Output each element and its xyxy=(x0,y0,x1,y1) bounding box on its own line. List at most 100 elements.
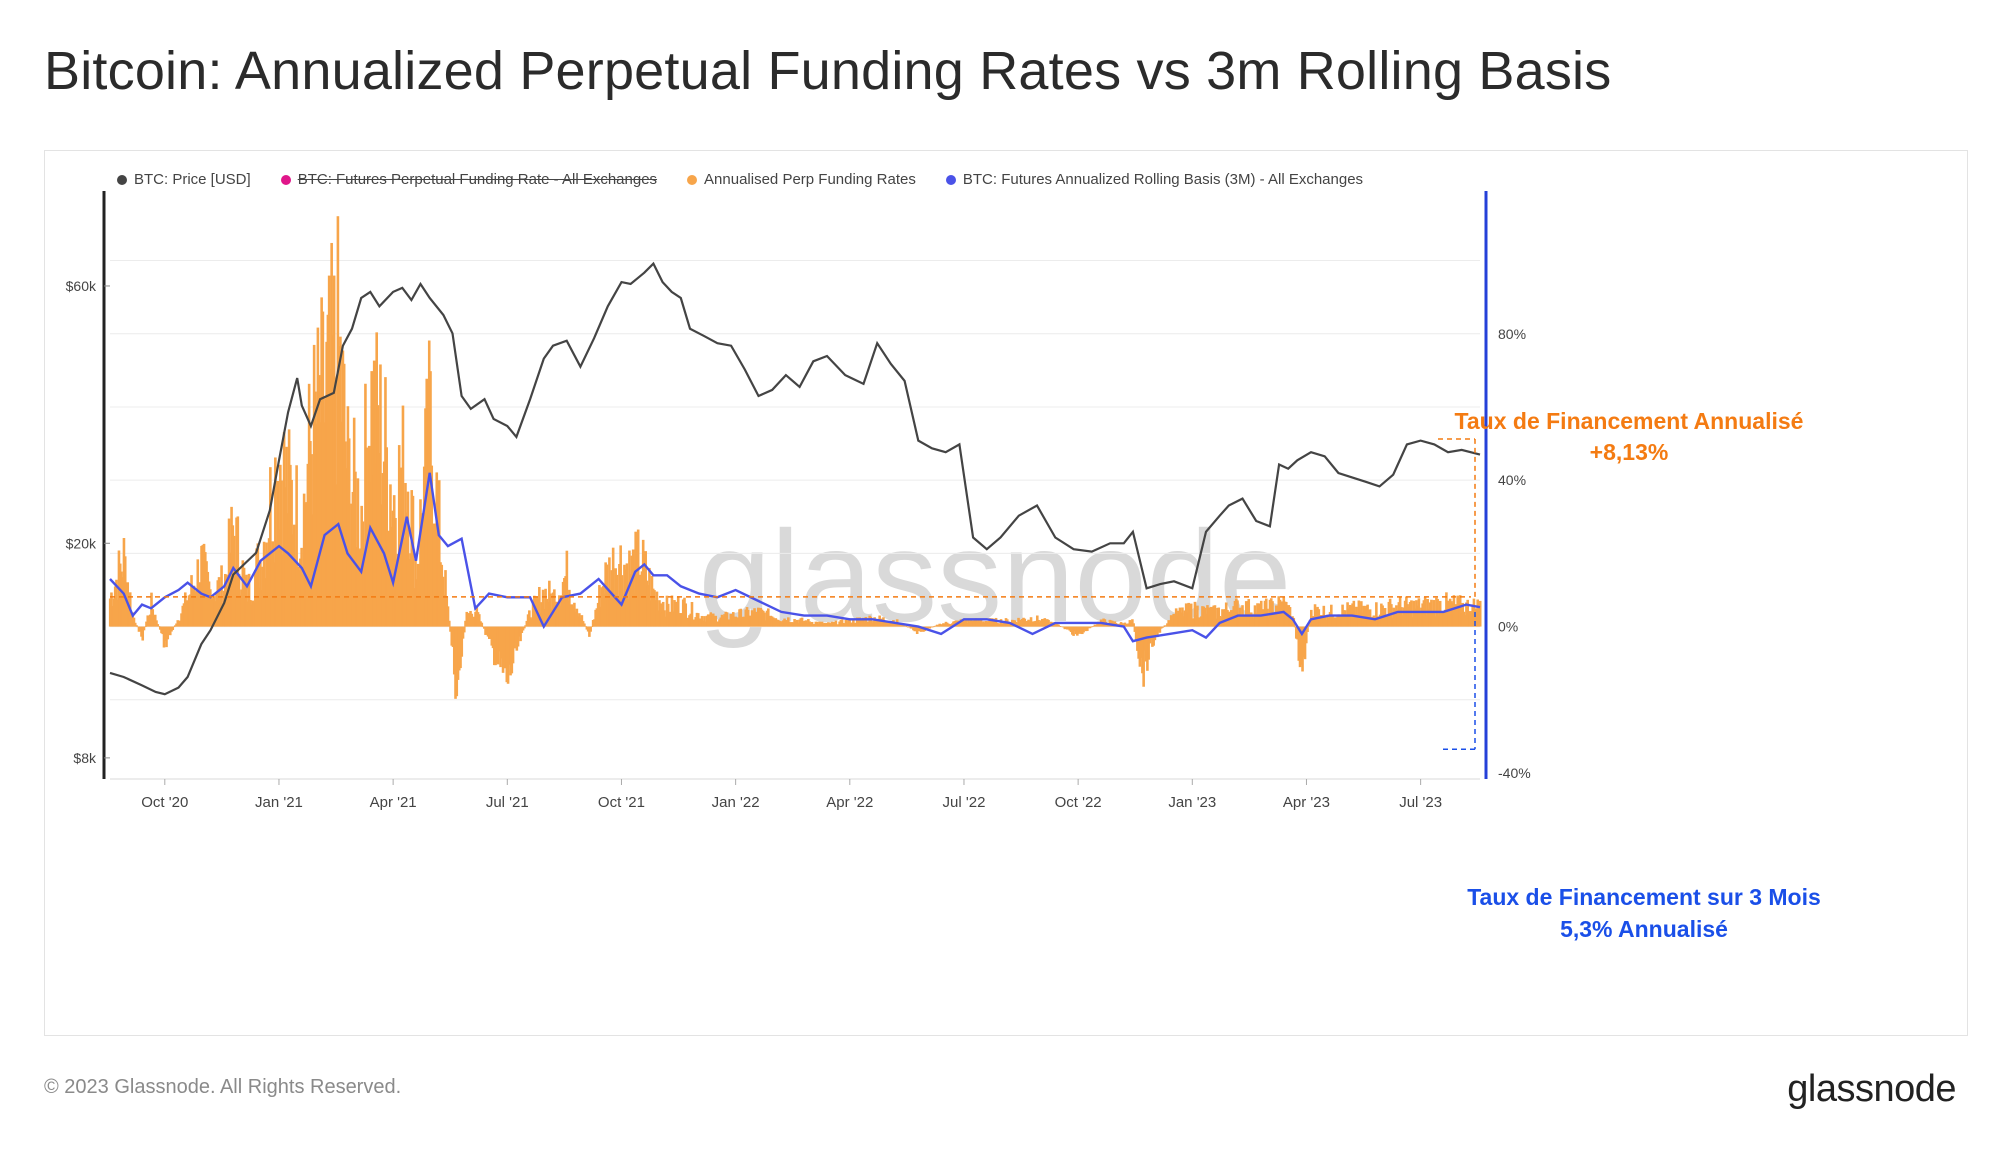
x-tick-label: Jan '23 xyxy=(1168,794,1216,811)
page-title: Bitcoin: Annualized Perpetual Funding Ra… xyxy=(44,41,1612,101)
watermark: glassnode xyxy=(699,503,1292,649)
funding-bars xyxy=(108,216,1482,699)
funding-bar xyxy=(132,617,136,627)
funding-bar xyxy=(1089,626,1093,628)
funding-bar xyxy=(869,616,873,627)
axes: $8k $20k $60k -40% 0% 40% 80% Oct '20 Jan '21 Apr… xyxy=(66,191,1531,811)
funding-bar xyxy=(703,616,706,627)
x-tick-label: Jul '22 xyxy=(943,794,986,811)
funding-bar xyxy=(1132,623,1135,627)
funding-bar xyxy=(156,624,160,627)
funding-bar xyxy=(541,589,545,627)
funding-bar xyxy=(1213,605,1217,627)
funding-bar xyxy=(143,626,147,628)
funding-bar xyxy=(676,596,680,627)
x-tick-label: Apr '22 xyxy=(826,794,873,811)
x-tick-label: Oct '20 xyxy=(141,794,188,811)
funding-bar xyxy=(565,550,569,627)
funding-bar xyxy=(580,615,584,627)
footer-logo[interactable]: glassnode xyxy=(1787,1068,1956,1110)
funding-bar xyxy=(460,626,464,657)
funding-bar xyxy=(1158,626,1162,633)
right-tick-label: 0% xyxy=(1498,619,1518,635)
annotations: Taux de Financement Annualisé +8,13% Tau… xyxy=(110,408,1821,942)
funding-bar xyxy=(538,586,541,627)
funding-bar xyxy=(208,589,212,627)
funding-bar xyxy=(347,438,351,627)
funding-bar xyxy=(1410,600,1413,627)
funding-bar xyxy=(519,626,522,642)
funding-bar xyxy=(1161,626,1164,628)
funding-bar xyxy=(521,626,525,631)
funding-bar xyxy=(461,626,465,639)
funding-bar xyxy=(1247,599,1251,627)
funding-bar xyxy=(462,626,466,633)
funding-bar xyxy=(1058,626,1062,627)
funding-bar xyxy=(636,529,640,627)
funding-bar xyxy=(583,623,586,627)
funding-bar xyxy=(1189,603,1193,627)
funding-bar xyxy=(648,567,651,627)
funding-bar xyxy=(245,574,248,627)
funding-bar xyxy=(172,626,176,628)
legend-item-price[interactable]: BTC: Price [USD] xyxy=(117,171,251,188)
funding-bar xyxy=(123,556,127,627)
legend-label-annualised-funding: Annualised Perp Funding Rates xyxy=(704,171,916,188)
funding-bar xyxy=(684,603,688,627)
x-tick-label: Jan '22 xyxy=(712,794,760,811)
funding-bar xyxy=(1156,626,1159,638)
legend-item-annualised-funding[interactable]: Annualised Perp Funding Rates xyxy=(687,171,916,188)
funding-bar xyxy=(437,480,441,627)
funding-bar xyxy=(256,543,260,627)
funding-bar xyxy=(141,626,145,641)
chart-legend: BTC: Price [USD] BTC: Futures Perpetual … xyxy=(117,171,1363,188)
funding-bar xyxy=(477,614,481,627)
legend-label-perp-funding-rate: BTC: Futures Perpetual Funding Rate - Al… xyxy=(297,171,658,188)
funding-bar xyxy=(670,595,674,627)
funding-annotation-value: +8,13% xyxy=(1590,439,1669,465)
funding-bar xyxy=(1196,605,1199,627)
funding-bar xyxy=(938,623,942,627)
funding-bar xyxy=(862,617,865,627)
funding-bar xyxy=(1259,600,1263,627)
funding-bar xyxy=(932,626,935,628)
funding-bar xyxy=(1072,626,1075,636)
funding-bar xyxy=(1375,602,1378,627)
funding-bar xyxy=(990,618,994,627)
funding-bar xyxy=(1306,626,1309,632)
funding-bar xyxy=(295,465,298,627)
funding-bar xyxy=(631,549,635,627)
chart-svg: glassnode $8k $20k $60k -40% 0% 40% 80% Oct '20… xyxy=(66,191,1821,942)
funding-bar xyxy=(379,364,382,627)
funding-bar xyxy=(269,467,272,627)
funding-bar xyxy=(196,559,200,627)
x-tick-label: Jan '21 xyxy=(255,794,303,811)
funding-bar xyxy=(447,620,451,627)
funding-bar xyxy=(1088,626,1092,629)
funding-bar xyxy=(739,608,743,627)
funding-bar xyxy=(135,625,138,627)
funding-bar xyxy=(1162,626,1165,628)
x-tick-label: Oct '21 xyxy=(598,794,645,811)
x-tick-label: Apr '23 xyxy=(1283,794,1330,811)
basis-line xyxy=(109,472,1481,643)
basis-annotation-value: 5,3% Annualisé xyxy=(1560,916,1728,942)
funding-bar xyxy=(1057,624,1060,627)
right-tick-label: 80% xyxy=(1498,326,1526,342)
funding-bar xyxy=(1466,599,1469,627)
funding-bar xyxy=(611,547,615,627)
funding-bar xyxy=(1304,626,1308,644)
funding-bar xyxy=(767,608,770,627)
funding-bar xyxy=(155,620,158,627)
funding-bar xyxy=(588,626,591,637)
right-tick-label: -40% xyxy=(1498,765,1531,781)
legend-dot-perp-funding-rate xyxy=(280,174,291,185)
funding-bar xyxy=(1193,601,1197,627)
legend-item-rolling-basis[interactable]: BTC: Futures Annualized Rolling Basis (3… xyxy=(945,171,1363,188)
legend-item-perp-funding-rate[interactable]: BTC: Futures Perpetual Funding Rate - Al… xyxy=(280,171,658,188)
funding-bar xyxy=(590,626,594,628)
funding-bar xyxy=(925,626,929,630)
funding-bar xyxy=(852,618,855,627)
funding-bar xyxy=(1086,626,1089,631)
funding-bar xyxy=(411,495,415,627)
